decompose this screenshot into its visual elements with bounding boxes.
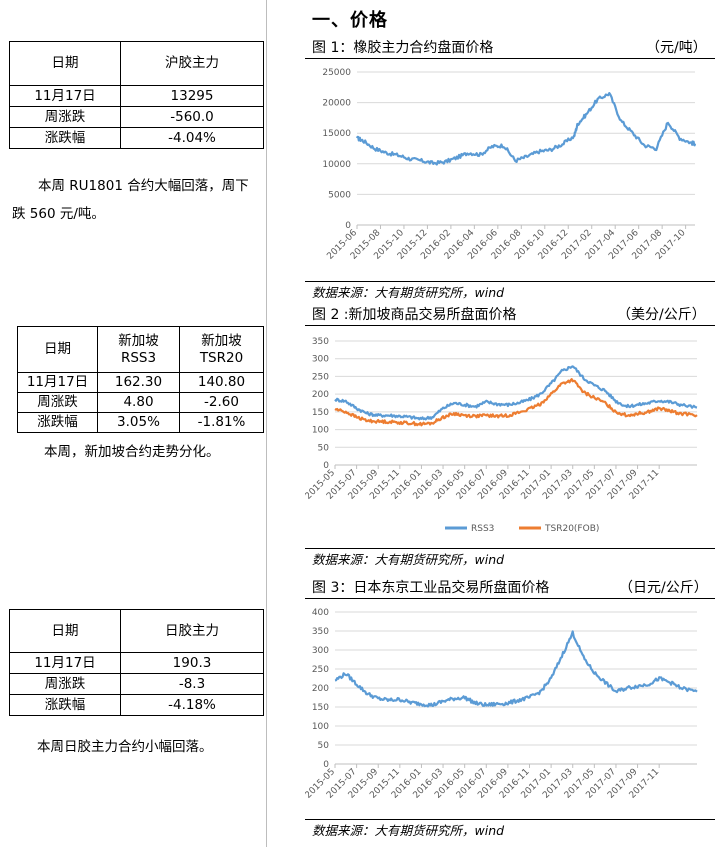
- table-cell: 162.30: [97, 372, 180, 393]
- table-header-rss3: 新加坡 RSS3: [97, 326, 180, 373]
- table-cell: 11月17日: [9, 652, 121, 674]
- y-tick-label: 200: [312, 684, 329, 694]
- y-tick-label: 25000: [322, 68, 351, 78]
- table-cell: 周涨跌: [17, 392, 98, 413]
- y-tick-label: 300: [312, 355, 329, 365]
- table-cell: -8.3: [120, 673, 264, 695]
- note-line: 本周 RU1801 合约大幅回落，周下: [38, 178, 249, 194]
- figure-3-rule: [305, 598, 715, 599]
- y-tick-label: 20000: [322, 99, 351, 109]
- y-tick-label: 100: [312, 426, 329, 436]
- table-cell: -4.18%: [120, 694, 264, 716]
- figure-1-chart: 05000100001500020000250002015-062015-082…: [322, 68, 697, 262]
- figure-3-source: 数据来源：大有期货研究所，wind: [312, 823, 505, 838]
- table-header-value: 日胶主力: [120, 609, 264, 653]
- table-cell: 4.80: [97, 392, 180, 413]
- y-tick-label: 10000: [322, 160, 351, 170]
- table-header-date: 日期: [9, 41, 121, 86]
- sgx-rubber-table: 日期 新加坡 RSS3 新加坡 TSR20 11月17日 162.30 140.…: [17, 326, 264, 433]
- y-tick-label: 0: [323, 760, 329, 770]
- series-line-tsr20-fob-: [334, 378, 698, 427]
- series-line-series-0: [356, 92, 697, 166]
- table-cell: 13295: [120, 85, 264, 107]
- tocom-rubber-table: 日期 日胶主力 11月17日 190.3 周涨跌 -8.3 涨跌幅 -4.18%: [9, 609, 264, 716]
- legend-label: TSR20(FOB): [544, 524, 599, 534]
- table-header-date: 日期: [9, 609, 121, 653]
- table-cell: 涨跌幅: [9, 127, 121, 149]
- table-cell: 涨跌幅: [17, 412, 98, 433]
- figure-2-rule: [305, 325, 715, 326]
- note-line: 本周日胶主力合约小幅回落。: [37, 739, 213, 755]
- y-tick-label: 250: [312, 372, 329, 382]
- table-header-date: 日期: [17, 326, 98, 373]
- figure-3-chart: 0501001502002503003504002015-052015-0720…: [305, 608, 698, 801]
- figure-1-title: 图 1：橡胶主力合约盘面价格: [312, 40, 494, 56]
- figure-3-title: 图 3：日本东京工业品交易所盘面价格: [312, 580, 550, 596]
- table-cell: -4.04%: [120, 127, 264, 149]
- y-tick-label: 350: [312, 337, 329, 347]
- y-tick-label: 250: [312, 665, 329, 675]
- y-tick-label: 300: [312, 646, 329, 656]
- y-tick-label: 5000: [328, 190, 351, 200]
- legend-label: RSS3: [471, 524, 494, 534]
- note-line: 本周，新加坡合约走势分化。: [44, 444, 220, 460]
- note-tocom: 本周日胶主力合约小幅回落。: [37, 733, 213, 761]
- table-cell: -560.0: [120, 106, 264, 128]
- y-tick-label: 150: [312, 408, 329, 418]
- y-tick-label: 50: [318, 741, 330, 751]
- table-cell: 11月17日: [17, 372, 98, 393]
- shfe-rubber-table: 日期 沪胶主力 11月17日 13295 周涨跌 -560.0 涨跌幅 -4.0…: [9, 41, 264, 149]
- table-cell: 190.3: [120, 652, 264, 674]
- y-tick-label: 0: [323, 461, 329, 471]
- column-divider: [266, 0, 267, 847]
- figure-2-title: 图 2 :新加坡商品交易所盘面价格: [312, 307, 517, 323]
- note-sgx: 本周，新加坡合约走势分化。: [44, 438, 220, 466]
- y-tick-label: 350: [312, 627, 329, 637]
- y-tick-label: 150: [312, 703, 329, 713]
- figure-2-bottom-rule: [305, 548, 715, 549]
- series-line-rss3: [334, 365, 698, 421]
- series-line-series-0: [334, 630, 698, 708]
- table-cell: -1.81%: [179, 412, 264, 433]
- figure-1-rule: [305, 58, 715, 59]
- table-cell: 周涨跌: [9, 106, 121, 128]
- y-tick-label: 0: [345, 221, 351, 231]
- figure-2-chart: 0501001502002503003502015-052015-072015-…: [305, 337, 698, 534]
- table-cell: 140.80: [179, 372, 264, 393]
- note-shfe: 本周 RU1801 合约大幅回落，周下 跌 560 元/吨。: [12, 172, 266, 228]
- note-line: 跌 560 元/吨。: [12, 206, 105, 222]
- figure-1-bottom-rule: [305, 281, 715, 282]
- y-tick-label: 15000: [322, 129, 351, 139]
- table-cell: 3.05%: [97, 412, 180, 433]
- table-cell: -2.60: [179, 392, 264, 413]
- section-title: 一、价格: [312, 10, 388, 31]
- table-cell: 11月17日: [9, 85, 121, 107]
- figure-2-unit: （美分/公斤）: [617, 307, 706, 323]
- y-tick-label: 200: [312, 390, 329, 400]
- figure-2-source: 数据来源：大有期货研究所，wind: [312, 552, 505, 567]
- y-tick-label: 400: [312, 608, 329, 618]
- figure-3-unit: （日元/公斤）: [619, 580, 708, 596]
- figure-1-source: 数据来源：大有期货研究所，wind: [312, 285, 505, 300]
- table-cell: 涨跌幅: [9, 694, 121, 716]
- table-header-value: 沪胶主力: [120, 41, 264, 86]
- table-cell: 周涨跌: [9, 673, 121, 695]
- y-tick-label: 50: [318, 443, 330, 453]
- figure-3-bottom-rule: [305, 819, 715, 820]
- y-tick-label: 100: [312, 722, 329, 732]
- table-header-tsr20: 新加坡 TSR20: [179, 326, 264, 373]
- figure-1-unit: （元/吨）: [646, 40, 707, 56]
